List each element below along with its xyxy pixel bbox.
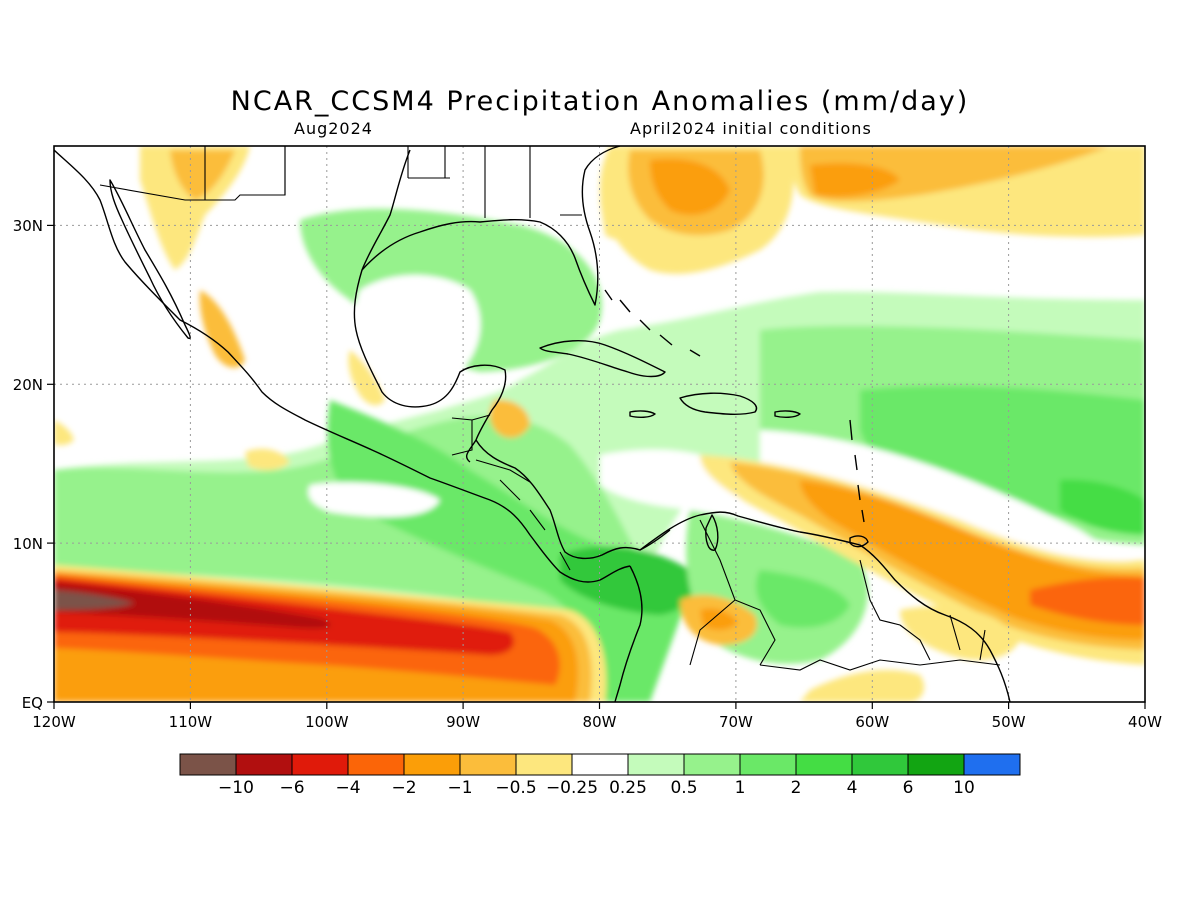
coastline-colombia-pacific — [614, 565, 643, 702]
colorbar-swatch — [403, 753, 461, 776]
x-tick-label: 70W — [719, 713, 753, 731]
colorbar-swatch — [235, 753, 293, 776]
x-tick-label: 110W — [169, 713, 213, 731]
political-borders — [99, 146, 1001, 671]
x-axis-labels: 120W 110W 100W 90W 80W 70W 60W 50W 40W — [32, 713, 1162, 731]
dry-region-sierra-madre — [348, 350, 385, 406]
dry-region-amazon-north — [800, 670, 925, 702]
colorbar-label: 2 — [791, 778, 802, 798]
colorbar-swatch — [907, 753, 965, 776]
wet-region-atlantic-east-max — [1060, 479, 1145, 535]
border-guatemala-belize — [451, 414, 491, 456]
dry-region-southwest-core — [170, 150, 235, 200]
colorbar-swatch — [851, 753, 909, 776]
coastlines — [54, 146, 1011, 702]
colorbar-label: −6 — [279, 778, 304, 798]
dry-region-guianas — [900, 606, 1020, 660]
border-colombia-venezuela — [689, 519, 776, 666]
y-axis-labels: EQ 10N 20N 30N — [13, 217, 43, 712]
wet-region-pacific-coast — [54, 416, 650, 702]
dry-region-atlantic-3 — [1030, 577, 1145, 625]
dry-region-pacific-5 — [54, 582, 331, 629]
coastline-mexico-pacific — [54, 149, 631, 583]
colorbar-label: 1 — [735, 778, 746, 798]
colorbar-swatch — [571, 753, 629, 776]
colorbar-swatch — [179, 753, 237, 776]
colorbar-label: −1 — [447, 778, 472, 798]
coastline-south-america-north — [639, 511, 1011, 702]
x-tick-label: 80W — [583, 713, 617, 731]
colorbar-swatch — [515, 753, 573, 776]
dry-region-north-atlantic-east-max — [810, 163, 900, 197]
axis-ticks — [47, 224, 1146, 709]
colorbar: −10 −6 −4 −2 −1 −0.5 −0.25 0.25 0.5 1 2 4 6 10 — [179, 753, 1021, 798]
colorbar-swatch — [963, 753, 1021, 776]
colorbar-label: 10 — [953, 778, 975, 798]
colorbar-label: −0.5 — [495, 778, 536, 798]
colorbar-swatch — [459, 753, 517, 776]
border-central-america — [475, 459, 571, 571]
colorbar-swatch — [627, 753, 685, 776]
y-tick-label: 30N — [13, 217, 43, 235]
coastline-cuba — [539, 340, 666, 378]
coastline-us-gulf — [361, 146, 621, 306]
x-tick-label: 120W — [32, 713, 76, 731]
wet-region-panama-max — [560, 546, 694, 615]
subtitle-initial-conditions: April2024 initial conditions — [630, 119, 872, 138]
y-tick-label: 20N — [13, 376, 43, 394]
colorbar-swatch — [291, 753, 349, 776]
neutral-gulf — [353, 275, 481, 389]
coastline-gulf-of-mexico — [353, 149, 507, 463]
border-us-states — [204, 146, 582, 218]
coastline-baja — [109, 179, 191, 340]
x-tick-label: 40W — [1128, 713, 1162, 731]
coastline-lesser-antilles — [849, 419, 865, 523]
colorbar-swatch — [347, 753, 405, 776]
colorbar-label: 6 — [903, 778, 914, 798]
border-venezuela-guyana — [859, 559, 986, 661]
dry-region-florida-east — [600, 196, 645, 240]
x-tick-label: 100W — [305, 713, 349, 731]
dry-region-baja — [199, 290, 245, 368]
lat-lon-grid — [54, 146, 1145, 702]
x-tick-label: 50W — [992, 713, 1026, 731]
coastline-jamaica — [629, 410, 656, 419]
dry-region-southwest — [140, 146, 250, 270]
dry-region-pacific-west-edge — [54, 420, 74, 446]
colorbar-swatch — [739, 753, 797, 776]
border-brazil-north — [759, 659, 1001, 671]
map-title: NCAR_CCSM4 Precipitation Anomalies (mm/d… — [230, 86, 970, 117]
y-tick-label: 10N — [13, 535, 43, 553]
x-tick-label: 60W — [855, 713, 889, 731]
neutral-pacific — [308, 482, 440, 517]
coastline-hispaniola — [679, 392, 758, 415]
coastline-bahamas — [604, 289, 701, 357]
coastline-trinidad — [849, 535, 869, 548]
colorbar-label: −4 — [335, 778, 360, 798]
dry-region-colombia-core — [700, 608, 738, 630]
colorbar-swatch — [795, 753, 853, 776]
colorbar-label: −0.25 — [546, 778, 598, 798]
coastline-puerto-rico — [774, 410, 801, 419]
anomaly-shading — [54, 146, 1145, 702]
neutral-atlantic-strip — [760, 430, 1145, 590]
y-tick-label: EQ — [22, 694, 43, 712]
dry-region-yucatan — [489, 399, 530, 438]
colorbar-swatch — [683, 753, 741, 776]
dry-region-north-atlantic-west-max — [650, 158, 730, 215]
colorbar-label: −10 — [218, 778, 254, 798]
colorbar-label: 0.5 — [670, 778, 697, 798]
colorbar-label: −2 — [391, 778, 416, 798]
x-tick-label: 90W — [446, 713, 480, 731]
colorbar-label: 4 — [847, 778, 858, 798]
colorbar-label: 0.25 — [609, 778, 647, 798]
wet-region-south-america-core — [756, 570, 850, 628]
subtitle-period: Aug2024 — [294, 119, 373, 138]
dry-region-pacific-small — [245, 448, 290, 471]
dry-region-pacific-max — [54, 590, 135, 610]
